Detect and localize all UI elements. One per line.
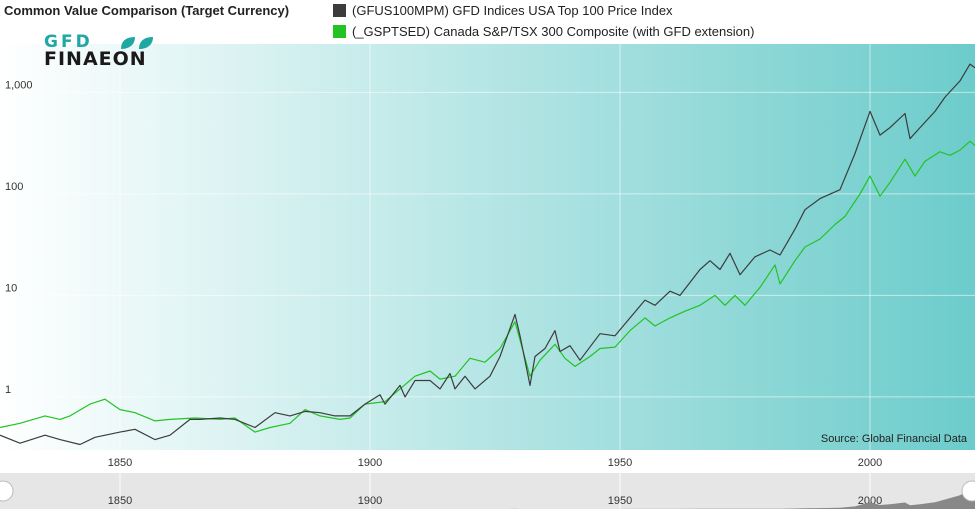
legend-item-usa-top-100[interactable]: (GFUS100MPM) GFD Indices USA Top 100 Pri… [333,3,673,18]
x-tick-label: 1950 [608,457,632,469]
chart-title: Common Value Comparison (Target Currency… [4,3,290,18]
legend-swatch-icon [333,4,346,17]
navigator-tick-label: 1900 [358,495,382,507]
y-tick-label: 1,000 [5,79,33,91]
source-credit: Source: Global Financial Data [820,433,967,445]
legend-label: (_GSPTSED) Canada S&P/TSX 300 Composite … [352,24,755,39]
navigator-series-area [0,489,975,509]
legend-swatch-icon [333,25,346,38]
series-layer [0,63,975,446]
axis-labels: 1850 1900 1950 2000 1 10 100 1,000 [5,79,882,469]
navigator-left-handle[interactable] [0,480,14,502]
legend-item-canada-tsx[interactable]: (_GSPTSED) Canada S&P/TSX 300 Composite … [333,24,754,39]
navigator-right-handle[interactable] [961,480,975,502]
navigator-background [0,473,975,509]
series-line-usa-top-100 [0,63,975,446]
navigator[interactable]: 1850 1900 1950 2000 [0,473,975,509]
x-tick-label: 2000 [858,457,882,469]
y-tick-label: 10 [5,282,17,294]
x-tick-label: 1900 [358,457,382,469]
legend-label: (GFUS100MPM) GFD Indices USA Top 100 Pri… [352,3,673,18]
y-tick-label: 1 [5,384,11,396]
plot-background [0,44,975,450]
logo-line-2: FINAEON [44,48,147,70]
gfd-finaeon-logo: GFD FINAEON [44,32,147,70]
x-tick-label: 1850 [108,457,132,469]
leaf-logo-icon [121,37,153,49]
navigator-tick-label: 1950 [608,495,632,507]
logo-line-1: GFD [44,32,93,52]
y-tick-label: 100 [5,181,23,193]
navigator-tick-label: 1850 [108,495,132,507]
